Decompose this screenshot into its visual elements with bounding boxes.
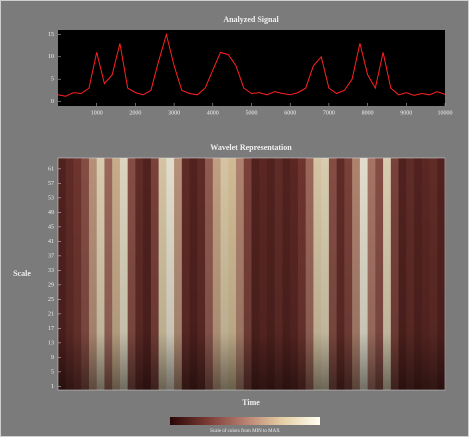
- y-label: Scale: [13, 269, 31, 278]
- y-tick-label: 1: [51, 384, 54, 390]
- x-tick-label: 7000: [323, 110, 335, 116]
- x-tick-label: 10000: [438, 110, 453, 116]
- x-tick-label: 2000: [129, 110, 141, 116]
- y-tick-label: 5: [51, 369, 54, 375]
- y-tick-label: 41: [48, 239, 54, 245]
- y-tick-label: 9: [51, 355, 54, 361]
- y-tick-label: 53: [48, 195, 54, 201]
- y-tick-label: 25: [48, 297, 54, 303]
- y-tick-label: 61: [48, 166, 54, 172]
- y-tick-label: 21: [48, 311, 54, 317]
- x-tick-label: 1000: [91, 110, 103, 116]
- x-tick-label: 6000: [284, 110, 296, 116]
- y-tick-label: 17: [48, 326, 54, 332]
- y-tick-label: 49: [48, 210, 54, 216]
- y-tick-label: 57: [48, 181, 54, 187]
- y-tick-label: 10: [48, 54, 54, 60]
- x-tick-label: 8000: [362, 110, 374, 116]
- x-tick-label: 9000: [400, 110, 412, 116]
- x-tick-label: 5000: [246, 110, 258, 116]
- y-tick-label: 37: [48, 253, 54, 259]
- x-label: Time: [242, 398, 260, 407]
- y-tick-label: 45: [48, 224, 54, 230]
- colorbar-label: Scale of colors from MIN to MAX: [210, 429, 280, 434]
- x-tick-label: 3000: [168, 110, 180, 116]
- y-tick-label: 13: [48, 340, 54, 346]
- signal-title: Analyzed Signal: [223, 15, 279, 24]
- y-tick-label: 5: [51, 77, 54, 83]
- y-tick-label: 0: [51, 99, 54, 105]
- heatmap-title: Wavelet Representation: [210, 143, 292, 152]
- heatmap-frame: [57, 157, 446, 391]
- signal-line: [57, 32, 446, 97]
- y-tick-label: 29: [48, 282, 54, 288]
- heatmap-shade: [58, 158, 445, 390]
- y-tick-label: 33: [48, 268, 54, 274]
- colorbar: [170, 417, 320, 425]
- y-tick-label: 15: [48, 32, 54, 38]
- x-tick-label: 4000: [207, 110, 219, 116]
